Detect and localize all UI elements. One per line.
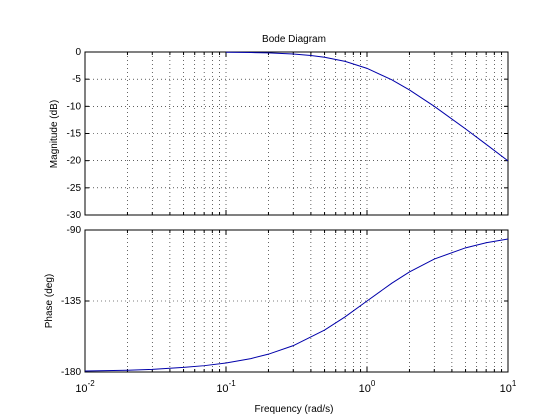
magnitude-ytick-label: -20 (67, 156, 82, 167)
phase-ytick-label: -180 (61, 367, 81, 378)
phase-curve (84, 238, 509, 372)
x-tick-label: 100 (359, 379, 376, 395)
magnitude-curve (225, 51, 509, 162)
magnitude-ytick-label: 0 (75, 47, 81, 58)
magnitude-ytick-label: -25 (67, 183, 82, 194)
phase-axis-label: Phase (deg) (44, 274, 55, 328)
chart-title: Bode Diagram (262, 34, 326, 45)
phase-ytick-label: -135 (61, 296, 81, 307)
magnitude-panel: 0 -5 -10 -15 -20 -25 -30 (67, 47, 509, 221)
magnitude-axis-label: Magnitude (dB) (49, 100, 60, 168)
magnitude-ytick-label: -15 (67, 129, 82, 140)
phase-ytick-label: -90 (67, 225, 82, 236)
magnitude-ytick-label: -30 (67, 210, 82, 221)
magnitude-plot-area (84, 51, 509, 216)
x-tick-label: 10-1 (216, 379, 236, 395)
x-tick-label: 101 (500, 379, 517, 395)
magnitude-ytick-label: -5 (72, 74, 81, 85)
phase-plot-area (84, 229, 509, 373)
magnitude-ytick-label: -10 (67, 101, 82, 112)
x-axis-label: Frequency (rad/s) (255, 404, 334, 415)
x-tick-label: 10-2 (75, 379, 95, 395)
